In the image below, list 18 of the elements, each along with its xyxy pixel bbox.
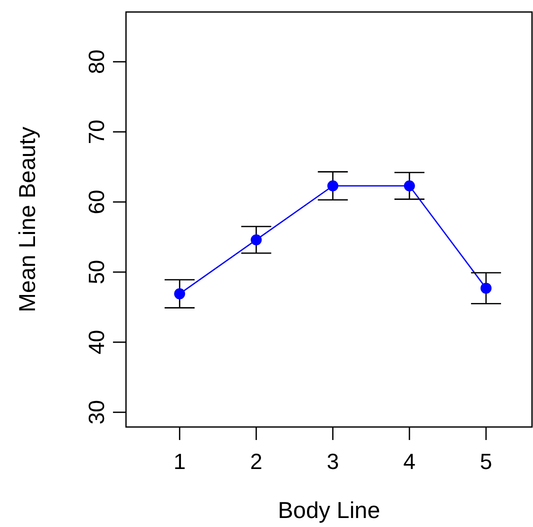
y-tick-label: 80 bbox=[84, 50, 109, 74]
y-tick-label: 60 bbox=[84, 190, 109, 214]
x-axis-title: Body Line bbox=[278, 497, 380, 523]
x-tick-label: 1 bbox=[174, 449, 186, 474]
x-tick-label: 2 bbox=[250, 449, 262, 474]
point bbox=[174, 288, 186, 300]
x-tick-label: 4 bbox=[403, 449, 416, 474]
point bbox=[404, 180, 415, 192]
x-tick-label: 3 bbox=[326, 449, 339, 474]
x-tick-label: 5 bbox=[480, 449, 492, 474]
point bbox=[327, 180, 338, 192]
y-tick-label: 50 bbox=[84, 260, 109, 284]
y-tick-label: 40 bbox=[84, 330, 109, 354]
point bbox=[480, 282, 492, 294]
y-tick-label: 70 bbox=[84, 120, 109, 144]
y-tick-label: 30 bbox=[84, 400, 109, 425]
y-axis-title: Mean Line Beauty bbox=[14, 126, 40, 312]
point bbox=[250, 234, 262, 246]
